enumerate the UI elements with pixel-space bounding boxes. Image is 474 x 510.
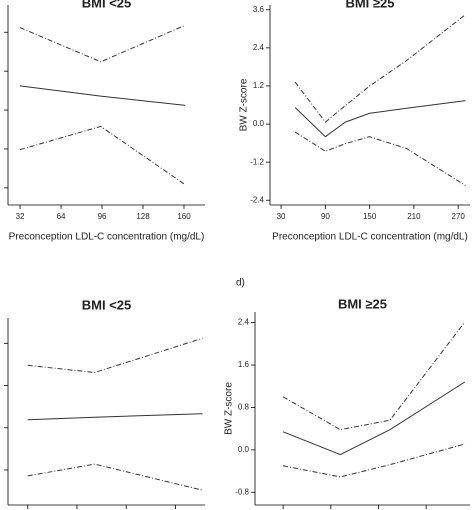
chart-title: BMI ≥25 <box>338 296 387 311</box>
y-tick-label: 0.0 <box>253 119 265 128</box>
y-axis-label: BW Z-score <box>239 78 250 131</box>
confidence-line <box>294 131 466 187</box>
x-tick-label: 210 <box>407 212 421 221</box>
confidence-line <box>27 337 203 374</box>
x-tick-label: 30 <box>277 212 286 221</box>
estimate-line <box>294 100 466 138</box>
confidence-line <box>27 463 203 491</box>
y-axis-label: BW Z-score <box>224 382 235 435</box>
y-tick-label: 3.6 <box>253 5 265 14</box>
chart-title: BMI <25 <box>82 0 132 10</box>
y-tick-label: 2.4 <box>238 318 250 327</box>
estimate-line <box>19 85 186 106</box>
panel-label: d) <box>236 278 245 289</box>
x-tick-label: 90 <box>321 212 330 221</box>
y-tick-label: -0.8 <box>235 487 249 496</box>
y-tick-label: 2.4 <box>253 43 265 52</box>
chart-title: BMI ≥25 <box>345 0 394 10</box>
confidence-line <box>283 443 465 478</box>
y-tick-label: 1.6 <box>238 360 250 369</box>
estimate-line <box>282 381 466 456</box>
chart-title: BMI <25 <box>82 297 132 312</box>
y-tick-label: 0.0 <box>238 445 250 454</box>
y-tick-label: 1.2 <box>253 81 265 90</box>
estimate-line <box>27 413 203 421</box>
y-tick-label: -2.4 <box>250 195 264 204</box>
x-tick-label: 32 <box>16 212 25 221</box>
x-tick-label: 150 <box>363 212 377 221</box>
x-axis-label: Preconception LDL-C concentration (mg/dL… <box>272 232 468 243</box>
confidence-line <box>19 24 186 63</box>
x-tick-label: 270 <box>452 212 466 221</box>
x-tick-label: 64 <box>57 212 66 221</box>
y-tick-label: 0.8 <box>238 403 250 412</box>
confidence-line <box>294 14 466 123</box>
x-tick-label: 128 <box>136 212 150 221</box>
confidence-line <box>19 125 186 186</box>
x-axis-label: Preconception LDL-C concentration (mg/dL… <box>9 232 205 243</box>
x-tick-label: 96 <box>98 212 107 221</box>
x-tick-label: 160 <box>177 212 191 221</box>
confidence-line <box>282 321 466 431</box>
y-tick-label: -1.2 <box>250 157 264 166</box>
